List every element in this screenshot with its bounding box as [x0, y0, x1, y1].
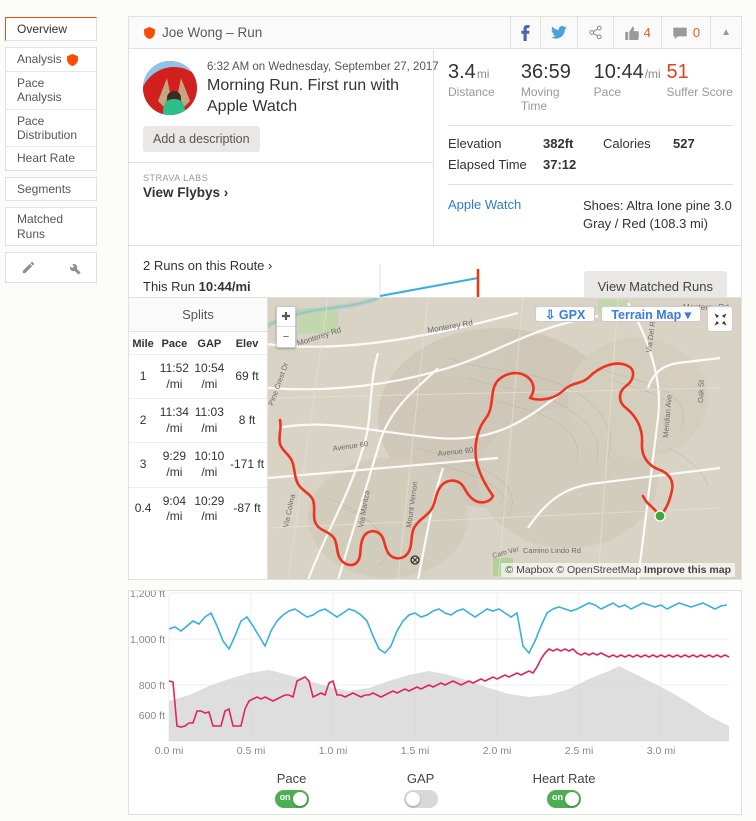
svg-text:600 ft: 600 ft [139, 710, 165, 722]
svg-text:0.0 mi: 0.0 mi [155, 745, 184, 757]
svg-text:1,200 ft: 1,200 ft [130, 591, 165, 600]
svg-text:Oak St: Oak St [696, 379, 706, 403]
svg-text:800 ft: 800 ft [139, 680, 165, 692]
svg-text:0.5 mi: 0.5 mi [237, 745, 266, 757]
svg-text:3.0 mi: 3.0 mi [647, 745, 676, 757]
svg-text:1.5 mi: 1.5 mi [401, 745, 430, 757]
svg-text:1,000 ft: 1,000 ft [130, 634, 165, 646]
svg-text:2.0 mi: 2.0 mi [483, 745, 512, 757]
svg-text:Camino Lindo Rd: Camino Lindo Rd [523, 546, 581, 555]
svg-text:1.0 mi: 1.0 mi [319, 745, 348, 757]
svg-text:2.5 mi: 2.5 mi [565, 745, 594, 757]
